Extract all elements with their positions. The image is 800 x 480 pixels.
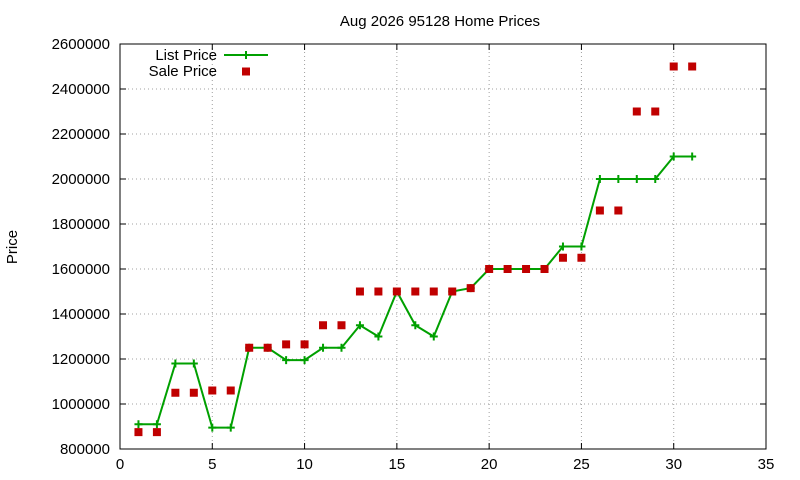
sale-price-point	[411, 287, 420, 296]
sale-price-point	[558, 253, 567, 262]
sale-price-point	[282, 340, 291, 349]
grid	[120, 44, 766, 449]
list-price-point	[134, 420, 143, 429]
x-tick-label: 0	[116, 456, 124, 473]
y-axis-label: Price	[4, 230, 21, 264]
y-tick-label: 2200000	[52, 126, 110, 143]
x-tick-label: 20	[481, 456, 498, 473]
list-price-point	[300, 356, 309, 365]
sale-price-point	[632, 107, 641, 116]
sale-price-point	[226, 386, 235, 395]
sale-price-point	[319, 321, 328, 330]
list-price-point	[669, 152, 678, 161]
x-tick-label: 25	[573, 456, 590, 473]
list-price-point	[688, 152, 697, 161]
sale-price-point	[300, 340, 309, 349]
y-tick-label: 2600000	[52, 36, 110, 53]
sale-price-point	[245, 343, 254, 352]
list-price-point	[558, 242, 567, 251]
series	[134, 62, 697, 437]
x-tick-labels: 0 5 10 15 20 25 30 35	[116, 456, 775, 473]
x-tick-label: 15	[389, 456, 406, 473]
sale-price-point	[669, 62, 678, 71]
list-price-point	[319, 343, 328, 352]
y-tick-label: 1400000	[52, 306, 110, 323]
sale-price-point	[374, 287, 383, 296]
sale-price-point	[614, 206, 623, 215]
sale-price-point	[540, 265, 549, 273]
list-price-point	[411, 321, 420, 330]
legend-marker-list-price	[242, 51, 250, 59]
x-tick-label: 30	[665, 456, 682, 473]
legend-label-list-price: List Price	[155, 47, 217, 64]
y-tick-labels: 800000 1000000 1200000 1400000 1600000 180000…	[52, 36, 110, 458]
list-price-point	[337, 343, 346, 352]
list-price-point	[282, 356, 291, 365]
y-tick-label: 1200000	[52, 351, 110, 368]
chart-title: Aug 2026 95128 Home Prices	[340, 13, 540, 30]
y-tick-label: 1800000	[52, 216, 110, 233]
list-price-point	[189, 359, 198, 368]
sale-price-point	[595, 206, 604, 215]
legend-label-sale-price: Sale Price	[149, 63, 217, 80]
list-price-point	[152, 420, 161, 429]
axis-ticks	[119, 43, 767, 450]
sale-price-point	[448, 287, 457, 296]
list-price-point	[632, 175, 641, 183]
list-price-point	[651, 175, 660, 183]
sale-price-point	[152, 428, 161, 437]
x-tick-label: 10	[296, 456, 313, 473]
list-price-point	[429, 332, 438, 341]
list-price-point	[226, 423, 235, 432]
list-price-point	[595, 175, 604, 183]
sale-price-point	[577, 253, 586, 262]
list-price-point	[208, 423, 217, 432]
sale-price-point	[355, 287, 364, 296]
sale-price-point	[466, 284, 475, 293]
sale-price-point	[189, 388, 198, 397]
y-tick-label: 1000000	[52, 396, 110, 413]
sale-price-point	[688, 62, 697, 71]
sale-price-point	[208, 386, 217, 395]
x-tick-label: 35	[758, 456, 775, 473]
list-price-point	[614, 175, 623, 183]
sale-price-point	[429, 287, 438, 296]
plot-frame	[119, 43, 767, 450]
y-tick-label: 2400000	[52, 81, 110, 98]
list-price-point	[577, 242, 586, 251]
x-tick-label: 5	[208, 456, 216, 473]
y-tick-label: 800000	[60, 441, 110, 458]
legend: List Price Sale Price	[149, 47, 268, 80]
sale-price-point	[485, 265, 494, 273]
sale-price-point	[134, 428, 143, 437]
sale-price-point	[392, 287, 401, 296]
y-tick-label: 1600000	[52, 261, 110, 278]
sale-price-point	[171, 388, 180, 397]
list-price-point	[374, 332, 383, 341]
sale-price-point	[503, 265, 512, 273]
sale-price-point	[263, 343, 272, 352]
sale-price-point	[522, 265, 531, 273]
list-price-point	[355, 321, 364, 330]
y-tick-label: 2000000	[52, 171, 110, 188]
sale-price-point	[651, 107, 660, 116]
legend-marker-sale-price	[242, 67, 250, 76]
list-price-point	[171, 359, 180, 368]
sale-price-point	[337, 321, 346, 330]
